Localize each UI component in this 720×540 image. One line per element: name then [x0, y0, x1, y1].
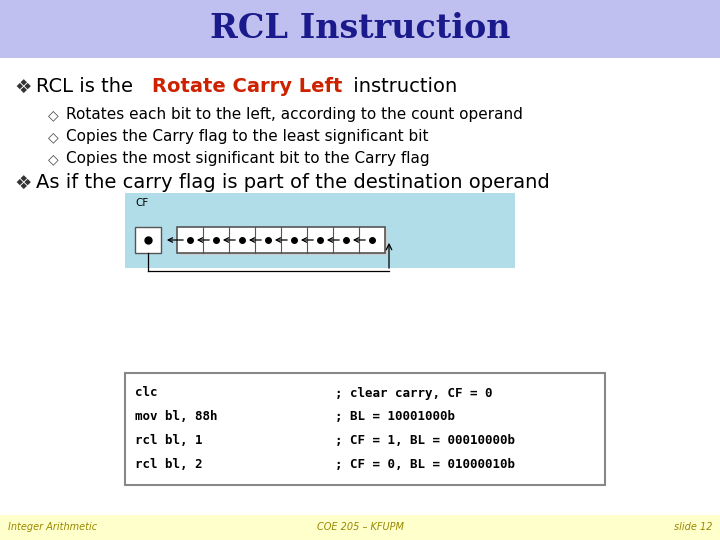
Text: instruction: instruction	[347, 78, 457, 97]
Text: ; BL = 10001000b: ; BL = 10001000b	[335, 410, 455, 423]
Text: ◇: ◇	[48, 108, 58, 122]
Text: RCL is the: RCL is the	[36, 78, 139, 97]
Bar	[0, 0, 720, 58]
Bar	[0, 58, 720, 515]
Bar	[0, 515, 720, 540]
Text: Copies the Carry flag to the least significant bit: Copies the Carry flag to the least signi…	[66, 130, 428, 145]
Text: ; clear carry, CF = 0: ; clear carry, CF = 0	[335, 387, 492, 400]
Text: rcl bl, 1: rcl bl, 1	[135, 435, 202, 448]
Text: ❖: ❖	[14, 173, 32, 192]
Text: Integer Arithmetic: Integer Arithmetic	[8, 523, 97, 532]
Text: ; CF = 1, BL = 00010000b: ; CF = 1, BL = 00010000b	[335, 435, 515, 448]
Text: mov bl, 88h: mov bl, 88h	[135, 410, 217, 423]
Text: RCL Instruction: RCL Instruction	[210, 12, 510, 45]
Bar	[125, 193, 515, 268]
Bar	[179, 229, 387, 255]
Text: As if the carry flag is part of the destination operand: As if the carry flag is part of the dest…	[36, 173, 550, 192]
Bar	[177, 227, 385, 253]
Text: ❖: ❖	[14, 78, 32, 97]
Bar	[125, 373, 605, 485]
Text: ◇: ◇	[48, 152, 58, 166]
Text: slide 12: slide 12	[673, 523, 712, 532]
Text: COE 205 – KFUPM: COE 205 – KFUPM	[317, 523, 403, 532]
Text: Rotates each bit to the left, according to the count operand: Rotates each bit to the left, according …	[66, 107, 523, 123]
Bar	[135, 227, 161, 253]
Text: rcl bl, 2: rcl bl, 2	[135, 458, 202, 471]
Text: ◇: ◇	[48, 130, 58, 144]
Text: Copies the most significant bit to the Carry flag: Copies the most significant bit to the C…	[66, 152, 430, 166]
Text: Rotate Carry Left: Rotate Carry Left	[152, 78, 343, 97]
Text: ; CF = 0, BL = 01000010b: ; CF = 0, BL = 01000010b	[335, 458, 515, 471]
Text: CF: CF	[135, 198, 148, 208]
Text: clc: clc	[135, 387, 158, 400]
